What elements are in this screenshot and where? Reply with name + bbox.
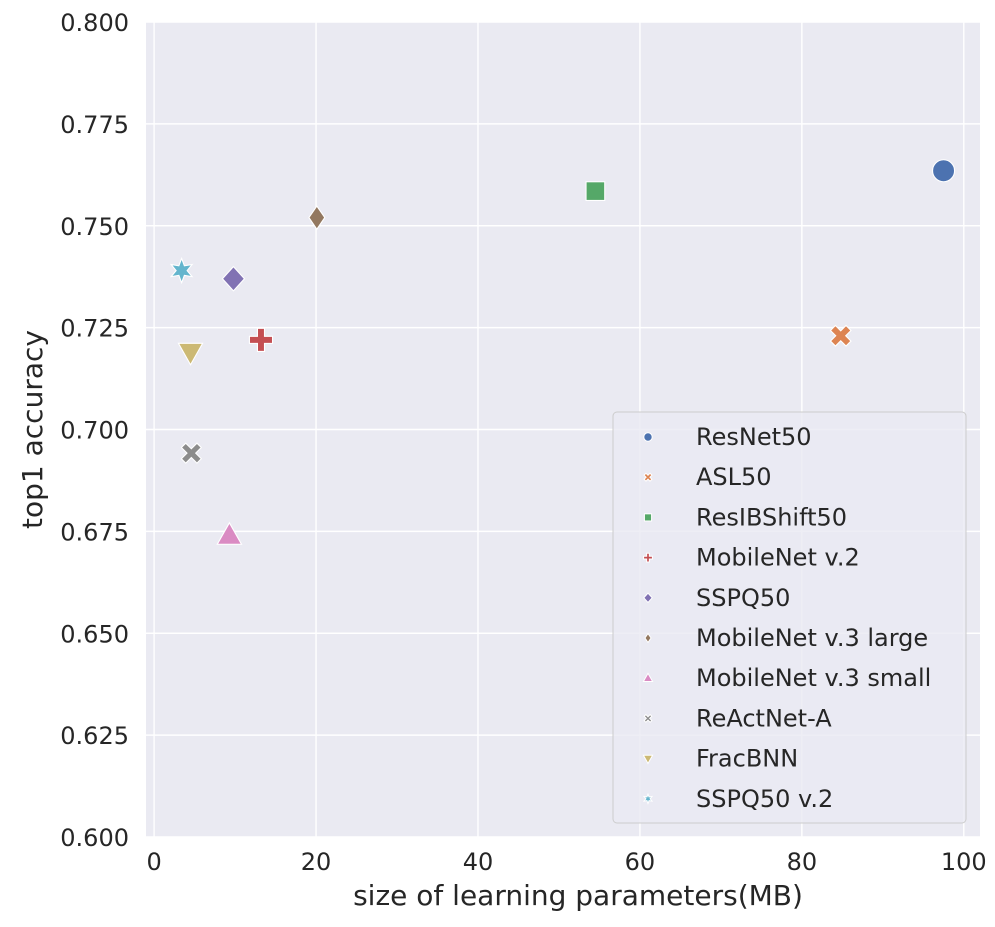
legend-label: MobileNet v.3 large	[696, 624, 928, 652]
y-tick-label: 0.700	[60, 417, 129, 445]
x-tick-label: 80	[787, 848, 818, 876]
data-point-mobilenet-v-2	[248, 327, 274, 352]
data-point-fracbnn	[177, 342, 204, 366]
data-point-sspq50	[221, 265, 246, 292]
legend-marker	[642, 672, 654, 683]
data-point-sspq50-v-2	[169, 256, 194, 285]
legend-label: SSPQ50 v.2	[696, 785, 833, 813]
legend-label: MobileNet v.2	[696, 544, 860, 572]
x-tick-label: 20	[301, 848, 332, 876]
y-tick-label: 0.625	[60, 722, 129, 750]
x-tick-labels: 0 20 40 60 80 100	[146, 848, 986, 876]
legend-label: SSPQ50	[696, 584, 790, 612]
legend-marker	[643, 432, 653, 442]
y-tick-label: 0.800	[60, 9, 129, 37]
y-tick-label: 0.775	[60, 111, 129, 139]
y-tick-label: 0.725	[60, 315, 129, 343]
legend-label: FracBNN	[696, 745, 798, 773]
legend-marker	[642, 792, 654, 805]
y-tick-label: 0.600	[60, 824, 129, 852]
y-tick-label: 0.650	[60, 620, 129, 648]
legend-marker	[643, 513, 653, 522]
legend-marker	[643, 472, 653, 482]
x-tick-label: 60	[625, 848, 656, 876]
legend-label: MobileNet v.3 small	[696, 664, 931, 692]
data-point-resibshift50	[585, 181, 606, 202]
legend-marker	[643, 592, 653, 604]
x-tick-label: 40	[463, 848, 494, 876]
legend-marker	[644, 632, 652, 644]
y-tick-label: 0.750	[60, 213, 129, 241]
legend: ResNet50 ASL50 ResIBShift50 MobileNet v.2 SS…	[612, 411, 967, 824]
data-point-asl50	[829, 324, 852, 347]
legend-label: ReActNet-A	[696, 704, 832, 732]
data-point-reactnet-a	[180, 442, 203, 464]
data-points	[169, 159, 956, 545]
legend-marker	[643, 713, 653, 723]
x-tick-label: 0	[146, 848, 161, 876]
legend-marker	[643, 552, 653, 563]
data-point-mobilenet-v-3-large	[308, 205, 326, 231]
legend-box	[612, 411, 967, 824]
y-tick-label: 0.675	[60, 518, 129, 546]
legend-label: ASL50	[696, 463, 772, 491]
data-point-mobilenet-v-3-small	[216, 521, 243, 545]
y-tick-labels: 0.600 0.625 0.650 0.675 0.700 0.725 0.750 0.775…	[60, 9, 129, 852]
legend-marker	[642, 754, 654, 765]
x-axis-label: size of learning parameters(MB)	[353, 879, 803, 912]
y-axis-label: top1 accuracy	[16, 330, 49, 529]
legend-label: ResNet50	[696, 423, 812, 451]
legend-label: ResIBShift50	[696, 503, 847, 531]
x-tick-label: 100	[941, 848, 987, 876]
data-point-resnet50	[932, 159, 956, 183]
